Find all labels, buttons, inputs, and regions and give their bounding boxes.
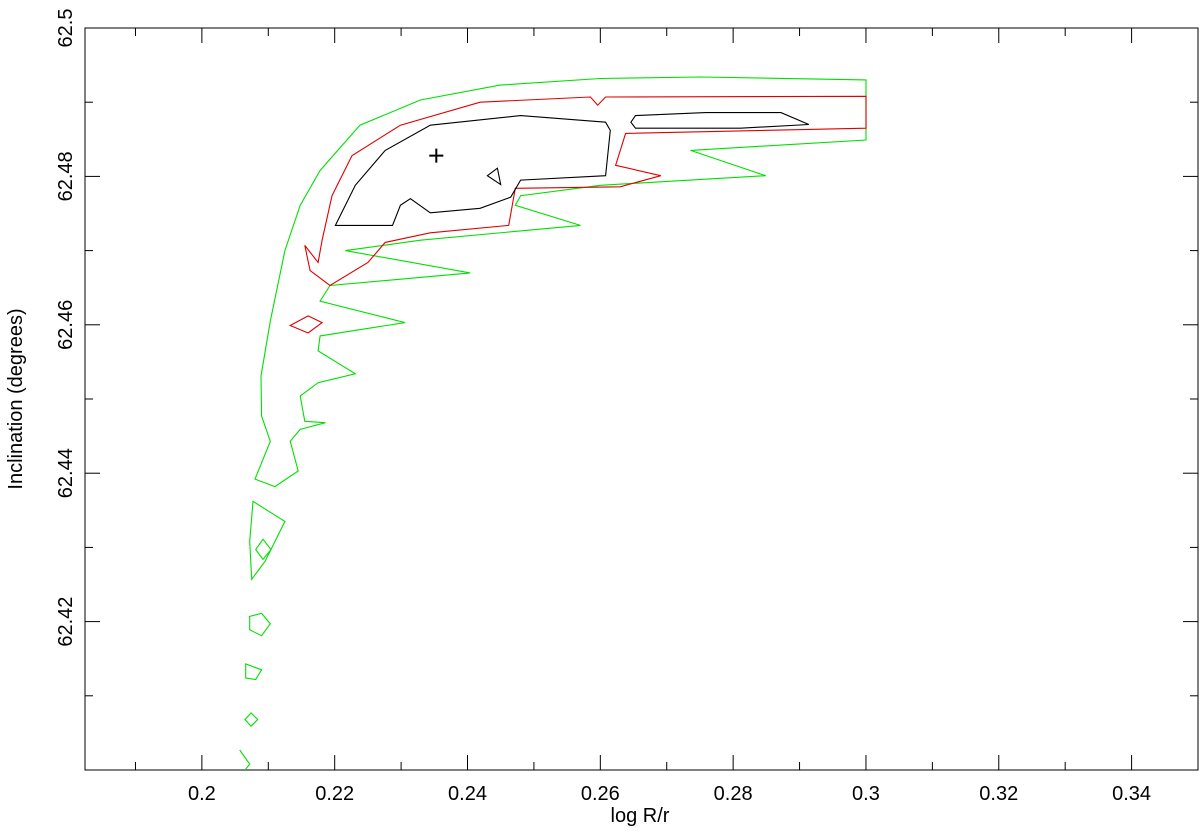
x-tick-label: 0.22 <box>315 783 354 805</box>
contour-line <box>245 663 263 681</box>
best-fit-marker <box>429 148 444 163</box>
plot-frame <box>84 27 1199 771</box>
contour-line <box>249 500 286 581</box>
plot-area <box>239 76 867 770</box>
x-tick-label: 0.26 <box>581 783 620 805</box>
contour-line <box>630 112 810 129</box>
x-tick-label: 0.3 <box>852 783 880 805</box>
x-tick-label: 0.32 <box>979 783 1018 805</box>
contour-line <box>244 712 259 727</box>
contour-line <box>254 76 867 488</box>
x-tick-label: 0.34 <box>1112 783 1151 805</box>
y-axis-label: Inclination (degrees) <box>5 308 27 489</box>
y-tick-label: 62.5 <box>55 9 77 48</box>
y-tick-label: 62.48 <box>55 151 77 201</box>
contour-line <box>239 749 251 770</box>
contour-line <box>255 538 272 561</box>
y-tick-label: 62.46 <box>55 300 77 350</box>
contour-line <box>288 315 324 334</box>
x-axis-label: log R/r <box>611 805 670 827</box>
y-tick-label: 62.44 <box>55 448 77 498</box>
x-tick-label: 0.2 <box>188 783 216 805</box>
contour-line <box>334 115 611 226</box>
y-tick-label: 62.42 <box>55 597 77 647</box>
contour-line <box>249 612 271 637</box>
x-tick-label: 0.28 <box>714 783 753 805</box>
contour-line <box>486 167 502 186</box>
contour-line <box>304 95 867 287</box>
x-tick-label: 0.24 <box>448 783 487 805</box>
